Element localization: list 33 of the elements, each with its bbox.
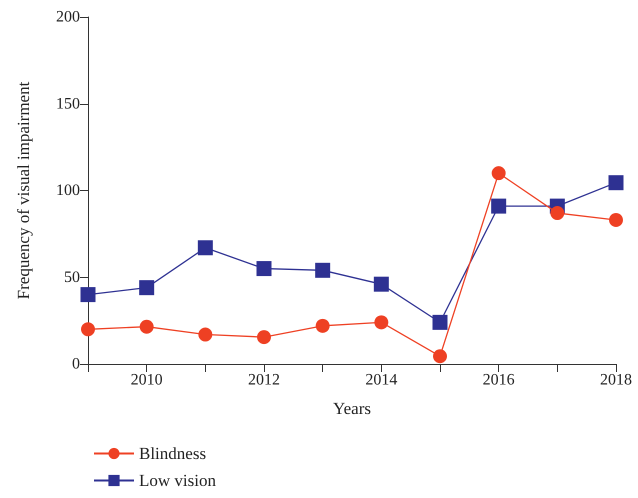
legend-label: Low vision (139, 471, 216, 490)
point (257, 330, 271, 344)
point (140, 320, 154, 334)
point (492, 166, 506, 180)
x-axis-title: Years (333, 399, 371, 418)
point (550, 206, 564, 220)
x-tick-label: 2012 (248, 372, 280, 388)
point (256, 261, 272, 276)
x-tick-label: 2014 (365, 372, 398, 388)
y-tick-label: 200 (56, 8, 80, 26)
point (432, 314, 448, 330)
point (374, 276, 389, 292)
point (80, 287, 96, 302)
y-tick-label: 50 (64, 268, 80, 286)
y-tick-label: 0 (72, 356, 80, 372)
point (198, 240, 213, 256)
point (608, 175, 624, 190)
point (433, 349, 447, 364)
y-tick-label: 100 (56, 182, 80, 199)
point (316, 318, 330, 333)
point (198, 328, 212, 342)
legend-label: Blindness (139, 444, 206, 463)
point (491, 198, 506, 214)
x-tick-label: 2016 (482, 372, 515, 388)
x-tick-label: 2018 (600, 372, 632, 388)
point (81, 322, 95, 336)
y-tick-label: 150 (56, 95, 80, 112)
x-tick-label: 2010 (130, 372, 163, 388)
y-axis-title: Frequency of visual impairment (14, 81, 33, 300)
point (139, 280, 154, 296)
point (609, 213, 623, 227)
point (315, 262, 330, 278)
point (374, 315, 388, 330)
